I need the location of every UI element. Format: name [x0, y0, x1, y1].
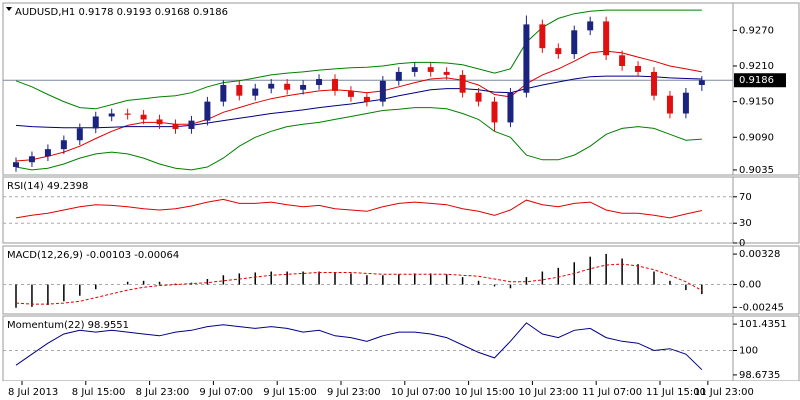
candle-body [666, 95, 673, 114]
x-tick-label: 10 Jul 15:00 [455, 387, 515, 398]
axis-strip [732, 245, 800, 315]
candle-body [682, 92, 689, 114]
candle-body [539, 24, 546, 49]
candle-body [363, 96, 370, 102]
candle-body [76, 128, 83, 141]
y-tick-label: 0 [739, 238, 745, 249]
candle-body [491, 101, 498, 123]
candle-body [603, 21, 610, 56]
candle-body [284, 83, 291, 90]
x-tick-label: 10 Jul 23:00 [518, 387, 578, 398]
x-tick-label: 10 Jul 07:00 [391, 387, 451, 398]
candle-body [411, 67, 418, 72]
candle-body [188, 120, 195, 129]
y-tick-label: -0.00245 [739, 302, 784, 313]
x-tick-label: 8 Jul 15:00 [72, 387, 126, 398]
candle-body [379, 80, 386, 102]
candle-body [587, 21, 594, 31]
candle-body [92, 116, 99, 129]
panel-title: RSI(14) 49.2398 [7, 181, 88, 192]
x-tick-label: 11 Jul 07:00 [582, 387, 642, 398]
candle-body [268, 83, 275, 89]
candle-body [571, 30, 578, 55]
candle-body [60, 140, 67, 150]
panel-title: MACD(12,26,9) -0.00103 -0.00064 [7, 250, 179, 261]
y-tick-label: 70 [739, 192, 752, 203]
candle-body [172, 124, 179, 129]
indicator-line [15, 50, 702, 162]
candle-body [13, 162, 19, 167]
indicator-line [15, 9, 702, 110]
y-tick-label: 0.9210 [739, 61, 774, 72]
indicator-line [15, 322, 703, 371]
candle-body [220, 84, 227, 102]
indicator-line [15, 107, 702, 171]
candle-body [332, 79, 338, 91]
x-tick-label: 8 Jul 2013 [8, 387, 58, 398]
y-tick-label: 100 [739, 346, 758, 357]
y-tick-label: 0.00 [739, 280, 761, 291]
candle-body [156, 119, 163, 125]
axis-strip [732, 2, 800, 176]
candle-body [108, 113, 115, 117]
x-tick-label: 9 Jul 23:00 [327, 387, 381, 398]
candle-body [124, 113, 131, 115]
y-tick-label: 30 [739, 218, 752, 229]
y-tick-label: 0.9270 [739, 25, 774, 36]
indicator-line [15, 198, 703, 219]
candle-body [427, 67, 434, 72]
panel [2, 2, 734, 176]
candle-body [443, 71, 450, 75]
panel-title: AUDUSD,H1 0.9178 0.9193 0.9168 0.9186 [15, 7, 228, 18]
last-price-box [734, 73, 786, 88]
y-tick-label: 0.00328 [739, 249, 780, 260]
candle-body [555, 48, 562, 55]
y-tick-label: 0.9150 [739, 97, 774, 108]
candle-body [316, 79, 323, 85]
candle-body [475, 92, 482, 102]
y-tick-label: 98.6735 [739, 370, 780, 381]
panel [2, 176, 734, 244]
x-tick-label: 11 Jul 15:00 [646, 387, 706, 398]
candle-body [523, 24, 530, 93]
indicator-line [15, 263, 703, 305]
candle-body [236, 84, 243, 96]
y-tick-label: 0.9090 [739, 132, 774, 143]
candle-body [252, 88, 259, 96]
candle-body [651, 71, 657, 96]
candle-body [300, 84, 307, 90]
axis-strip [732, 176, 800, 244]
x-tick-label: 9 Jul 07:00 [199, 387, 253, 398]
candle-body [635, 65, 642, 72]
candle-body [507, 92, 514, 123]
x-axis-strip [3, 381, 799, 399]
panel [2, 315, 734, 382]
candle-body [619, 55, 626, 66]
dropdown-icon [6, 7, 12, 11]
candle-body [698, 80, 705, 85]
candle-body [347, 90, 354, 97]
last-price-label: 0.9186 [739, 75, 774, 86]
panel-title: Momentum(22) 98.9551 [7, 320, 129, 331]
candle-body [395, 71, 402, 81]
y-tick-label: 0.9035 [739, 165, 774, 176]
candle-body [140, 114, 147, 120]
candle-body [44, 149, 51, 157]
x-tick-label: 11 Jul 23:00 [694, 387, 754, 398]
candle-body [459, 74, 466, 93]
candle-body [28, 156, 35, 163]
x-tick-label: 8 Jul 23:00 [136, 387, 190, 398]
y-tick-label: 101.4351 [739, 319, 787, 330]
candle-body [204, 101, 211, 121]
x-tick-label: 9 Jul 15:00 [263, 387, 317, 398]
indicator-line [15, 75, 702, 129]
